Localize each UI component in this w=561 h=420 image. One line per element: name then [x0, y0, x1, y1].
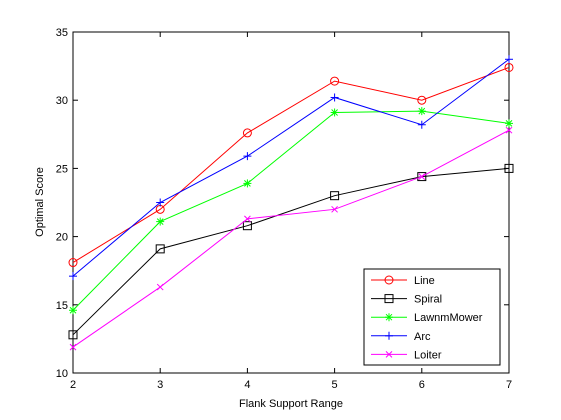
series-layer: [68, 55, 514, 351]
data-point-lawnmmower: [417, 107, 426, 116]
data-point-spiral: [155, 244, 165, 254]
data-point-spiral: [504, 163, 514, 173]
legend-item-spiral: Spiral: [371, 294, 442, 306]
legend-item-loiter: Loiter: [371, 349, 442, 361]
legend-label: Spiral: [414, 294, 442, 306]
y-tick-label: 20: [56, 232, 68, 244]
data-point-loiter: [418, 173, 426, 180]
y-axis-label: Optimal Score: [34, 167, 46, 237]
data-point-lawnmmower: [330, 108, 339, 117]
series-line-line: [72, 66, 510, 263]
data-point-arc: [330, 93, 339, 102]
legend-item-lawnmmower: LawnmMower: [371, 312, 483, 324]
y-axis: 10 15 20 25 30 35: [56, 27, 509, 380]
legend-label: Line: [414, 275, 435, 287]
y-tick-label: 15: [56, 300, 68, 312]
y-tick-label: 35: [56, 27, 68, 39]
x-tick-label: 2: [70, 379, 76, 391]
legend-marker: [385, 313, 393, 322]
legend-label: Arc: [414, 331, 431, 343]
y-tick-label: 10: [56, 368, 68, 380]
data-point-spiral: [417, 172, 427, 182]
series-line-arc: [72, 58, 510, 277]
data-point-line: [242, 128, 252, 138]
data-point-lawnmmower: [243, 179, 252, 188]
y-tick-label: 30: [56, 95, 68, 107]
data-point-loiter: [156, 283, 164, 291]
data-point-arc: [156, 198, 165, 207]
data-point-arc: [243, 152, 252, 161]
legend-item-arc: Arc: [371, 331, 431, 343]
data-point-arc: [69, 272, 77, 281]
series-line-lawnmmower: [72, 110, 510, 311]
data-point-arc: [417, 120, 426, 129]
legend-marker: [384, 294, 394, 304]
series-line-loiter: [72, 129, 510, 348]
data-point-loiter: [244, 215, 251, 223]
x-tick-label: 4: [244, 379, 250, 391]
data-point-spiral: [68, 330, 78, 340]
y-tick-label: 25: [56, 163, 68, 175]
series-line-spiral: [72, 167, 510, 336]
data-point-line: [504, 62, 514, 72]
x-tick-label: 6: [419, 379, 425, 391]
data-point-spiral: [330, 191, 340, 201]
x-tick-label: 7: [506, 379, 512, 391]
legend: Line Spiral LawnmMower Arc Loiter: [363, 268, 501, 366]
data-point-loiter: [69, 343, 77, 351]
data-point-loiter: [505, 126, 513, 134]
data-point-line: [330, 76, 340, 86]
legend-label: LawnmMower: [414, 312, 483, 324]
x-axis-label: Flank Support Range: [239, 398, 343, 410]
x-tick-label: 3: [157, 379, 163, 391]
legend-marker: [385, 351, 393, 358]
data-point-lawnmmower: [156, 217, 165, 226]
data-point-line: [417, 95, 427, 105]
legend-label: Loiter: [414, 349, 442, 361]
legend-marker: [385, 331, 393, 340]
legend-marker: [384, 275, 394, 285]
data-point-loiter: [331, 205, 338, 213]
legend-item-line: Line: [371, 275, 435, 287]
data-point-spiral: [242, 221, 252, 231]
data-point-arc: [505, 55, 513, 64]
x-tick-label: 5: [332, 379, 338, 391]
data-point-lawnmmower: [505, 119, 513, 128]
x-axis: 2 3 4 5 6 7: [70, 32, 512, 391]
data-point-lawnmmower: [69, 306, 77, 315]
data-point-line: [68, 258, 78, 268]
